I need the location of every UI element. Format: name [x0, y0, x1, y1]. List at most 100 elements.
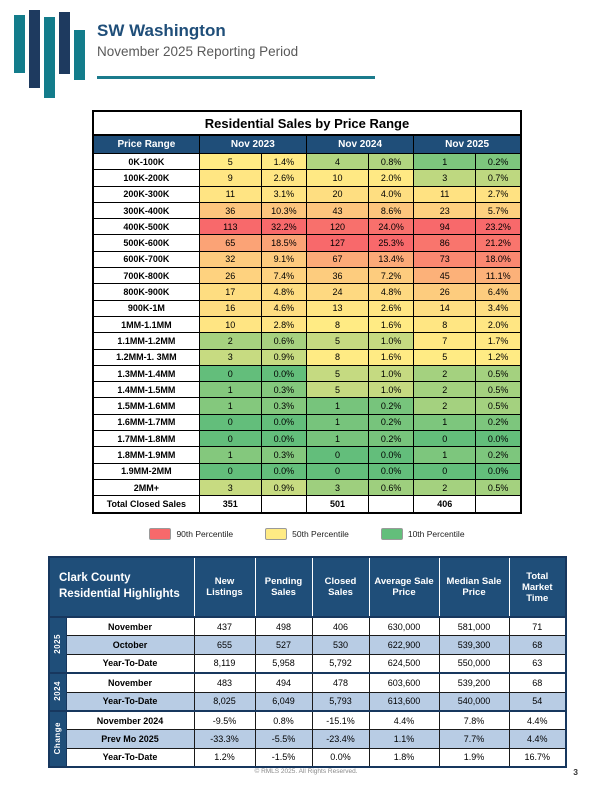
price-table-row: 400K-500K 113 32.2% 120 24.0% 94 23.2% [92, 218, 522, 236]
sales-percent-cell: 1.0% [368, 332, 415, 350]
highlights-value-cell: 498 [254, 616, 313, 637]
price-table-row: 1.7MM-1.8MM 0 0.0% 1 0.2% 0 0.0% [92, 430, 522, 448]
total-percent-cell [368, 495, 415, 514]
logo-bar [44, 17, 55, 98]
highlights-row-label: October [65, 635, 195, 655]
price-range-label: 400K-500K [92, 218, 200, 236]
page-subtitle: November 2025 Reporting Period [97, 44, 299, 59]
sales-percent-cell: 6.4% [475, 283, 522, 301]
sales-count-cell: 10 [198, 315, 262, 334]
highlights-row: Prev Mo 2025 -33.3% -5.5% -23.4% 1.1% 7.7% 4.4… [49, 729, 567, 749]
logo-bar [14, 15, 25, 73]
sales-percent-cell: 11.1% [475, 267, 522, 285]
sales-percent-cell: 0.0% [260, 413, 307, 432]
sales-count-cell: 4 [305, 152, 370, 171]
price-range-label: 1.6MM-1.7MM [92, 413, 200, 432]
sales-count-cell: 120 [305, 218, 370, 236]
price-table-row: 1.4MM-1.5MM 1 0.3% 5 1.0% 2 0.5% [92, 381, 522, 399]
highlights-row-label: November [65, 672, 195, 693]
highlights-table: Clark County Residential Highlights New … [48, 556, 567, 769]
sales-percent-cell: 0.5% [475, 397, 522, 415]
legend-item-10th: 10th Percentile [380, 527, 465, 540]
heatmap-legend: 90th Percentile 50th Percentile 10th Per… [92, 527, 522, 540]
sales-count-cell: 9 [198, 169, 262, 187]
sales-count-cell: 7 [413, 332, 477, 350]
sales-percent-cell: 0.3% [260, 381, 307, 399]
price-table-row: 700K-800K 26 7.4% 36 7.2% 45 11.1% [92, 267, 522, 285]
sales-percent-cell: 3.1% [260, 185, 307, 203]
highlights-value-cell: 1.8% [368, 747, 440, 768]
sales-count-cell: 8 [305, 315, 370, 334]
col-header-nov-2023: Nov 2023 [198, 134, 307, 154]
highlights-value-cell: 483 [193, 672, 256, 693]
highlights-value-cell: -23.4% [311, 729, 370, 749]
sales-percent-cell: 0.5% [475, 478, 522, 497]
total-closed-sales-row: Total Closed Sales 351 501 406 [92, 495, 522, 514]
highlights-value-cell: 1.1% [368, 729, 440, 749]
legend-swatch-90th-icon [149, 527, 172, 540]
sales-percent-cell: 0.0% [475, 462, 522, 480]
sales-percent-cell: 13.4% [368, 250, 415, 269]
legend-label-90th: 90th Percentile [176, 528, 234, 539]
title-underline [97, 76, 375, 79]
highlights-row-label: November 2024 [65, 709, 195, 731]
highlights-value-cell: 4.4% [508, 729, 567, 749]
group-label-2025: 2025 [48, 616, 67, 674]
footer-page-number: 3 [573, 767, 578, 777]
logo-bar [74, 30, 85, 80]
legend-label-10th: 10th Percentile [407, 528, 465, 539]
footer-copyright: © RMLS 2025. All Rights Reserved. [254, 768, 358, 775]
highlights-value-cell: 68 [508, 672, 567, 693]
highlights-value-cell: 5,958 [254, 653, 313, 674]
sales-count-cell: 13 [305, 299, 370, 317]
sales-percent-cell: 2.7% [475, 185, 522, 203]
total-count-cell: 501 [305, 495, 370, 514]
sales-count-cell: 5 [305, 364, 370, 383]
price-range-label: 1MM-1.1MM [92, 315, 200, 334]
highlights-value-cell: 4.4% [368, 709, 440, 731]
price-table-row: 1.5MM-1.6MM 1 0.3% 1 0.2% 2 0.5% [92, 397, 522, 415]
price-table-row: 1MM-1.1MM 10 2.8% 8 1.6% 8 2.0% [92, 315, 522, 334]
highlights-value-cell: 539,200 [438, 672, 510, 693]
col-header-nov-2024: Nov 2024 [305, 134, 415, 154]
sales-count-cell: 3 [198, 348, 262, 366]
highlights-value-cell: 5,793 [311, 691, 370, 712]
sales-count-cell: 1 [413, 413, 477, 432]
sales-count-cell: 5 [198, 152, 262, 171]
sales-count-cell: 1 [305, 397, 370, 415]
sales-count-cell: 0 [198, 364, 262, 383]
sales-percent-cell: 0.0% [368, 462, 415, 480]
sales-percent-cell: 21.2% [475, 234, 522, 252]
price-table-row: 1.1MM-1.2MM 2 0.6% 5 1.0% 7 1.7% [92, 332, 522, 350]
sales-count-cell: 20 [305, 185, 370, 203]
col-header-median-sale-price: Median Sale Price [438, 556, 510, 618]
group-label-text: 2024 [53, 681, 63, 701]
sales-percent-cell: 18.0% [475, 250, 522, 269]
col-header-total-market-time: Total Market Time [508, 556, 567, 618]
sales-percent-cell: 0.0% [260, 462, 307, 480]
sales-count-cell: 24 [305, 283, 370, 301]
price-table-row: 1.6MM-1.7MM 0 0.0% 1 0.2% 1 0.2% [92, 413, 522, 432]
col-header-pending-sales: Pending Sales [254, 556, 313, 618]
sales-percent-cell: 1.0% [368, 364, 415, 383]
sales-percent-cell: 0.5% [475, 364, 522, 383]
sales-count-cell: 2 [413, 478, 477, 497]
price-range-label: 1.2MM-1. 3MM [92, 348, 200, 366]
sales-count-cell: 1 [413, 152, 477, 171]
sales-percent-cell: 0.8% [368, 152, 415, 171]
sales-percent-cell: 1.6% [368, 315, 415, 334]
sales-percent-cell: 5.7% [475, 201, 522, 220]
sales-count-cell: 73 [413, 250, 477, 269]
sales-percent-cell: 2.0% [475, 315, 522, 334]
highlights-value-cell: 406 [311, 616, 370, 637]
price-table-row: 100K-200K 9 2.6% 10 2.0% 3 0.7% [92, 169, 522, 187]
price-table-row: 600K-700K 32 9.1% 67 13.4% 73 18.0% [92, 250, 522, 269]
sales-percent-cell: 7.4% [260, 267, 307, 285]
sales-percent-cell: 0.0% [368, 446, 415, 464]
price-table-row: 800K-900K 17 4.8% 24 4.8% 26 6.4% [92, 283, 522, 301]
price-range-label: 300K-400K [92, 201, 200, 220]
sales-count-cell: 2 [413, 397, 477, 415]
price-range-label: 1.1MM-1.2MM [92, 332, 200, 350]
price-range-label: 0K-100K [92, 152, 200, 171]
